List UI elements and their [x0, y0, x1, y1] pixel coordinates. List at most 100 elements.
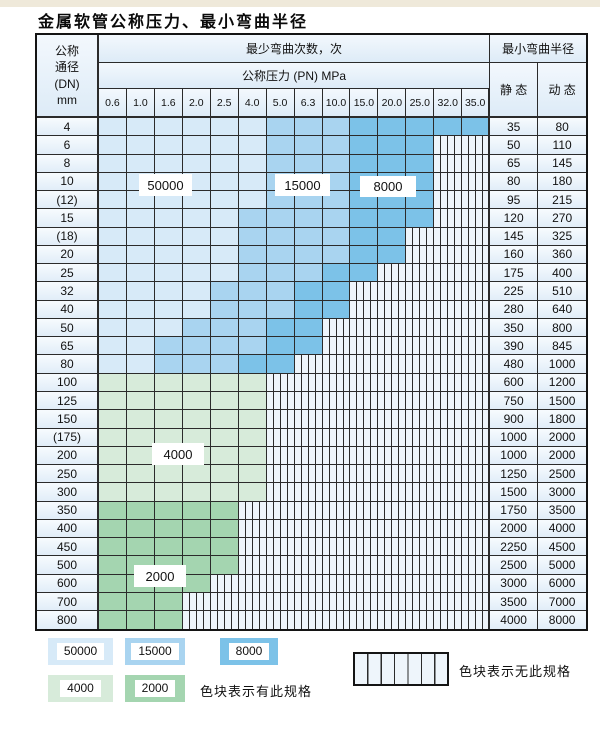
- cell-2000: [126, 519, 155, 539]
- cell-15000: [266, 227, 295, 246]
- cell-no-spec: [210, 611, 239, 630]
- dynamic-radius-value: 1500: [538, 391, 587, 411]
- dynamic-radius-value: 5000: [538, 556, 587, 575]
- cell-50000: [210, 172, 239, 192]
- cell-15000: [182, 337, 211, 356]
- cell-no-spec: [434, 191, 463, 210]
- min-bend-radius-header: 最小弯曲半径: [490, 35, 587, 63]
- cell-15000: [266, 245, 295, 265]
- cell-15000: [322, 209, 351, 228]
- static-radius-value: 600: [490, 373, 539, 392]
- cell-no-spec: [266, 465, 295, 484]
- cell-no-spec: [462, 300, 491, 319]
- cell-50000: [126, 300, 155, 319]
- pressure-column-header: 2.0: [182, 89, 211, 118]
- cell-15000: [238, 318, 267, 338]
- cell-no-spec: [378, 282, 407, 301]
- cell-no-spec: [406, 574, 435, 593]
- cell-no-spec: [378, 410, 407, 429]
- dn-label: 100: [37, 373, 99, 392]
- cell-no-spec: [322, 318, 351, 338]
- pressure-column-header: 5.0: [266, 89, 295, 118]
- dynamic-radius-value: 145: [538, 154, 587, 173]
- cell-no-spec: [322, 483, 351, 502]
- cell-8000: [434, 118, 463, 137]
- cell-50000: [210, 227, 239, 246]
- cell-50000: [182, 209, 211, 228]
- cell-15000: [154, 355, 183, 374]
- cell-4000: [99, 410, 127, 429]
- cell-no-spec: [406, 337, 435, 356]
- cell-50000: [238, 118, 267, 137]
- static-radius-value: 65: [490, 154, 539, 173]
- cell-15000: [266, 136, 295, 155]
- grid-label-15000: 15000: [275, 174, 330, 196]
- cell-no-spec: [462, 538, 491, 557]
- cell-2000: [182, 519, 211, 539]
- pressure-column-header: 4.0: [238, 89, 267, 118]
- cell-no-spec: [462, 611, 491, 630]
- dn-label: 50: [37, 318, 99, 338]
- dn-label: 350: [37, 501, 99, 520]
- cell-15000: [238, 300, 267, 319]
- cell-no-spec: [462, 264, 491, 283]
- dn-label: 500: [37, 556, 99, 575]
- cell-8000: [322, 300, 351, 319]
- cell-50000: [154, 318, 183, 338]
- cell-no-spec: [462, 373, 491, 392]
- dn-label: 800: [37, 611, 99, 630]
- dynamic-radius-value: 1200: [538, 373, 587, 392]
- cell-no-spec: [434, 373, 463, 392]
- cell-15000: [266, 282, 295, 301]
- cell-no-spec: [406, 355, 435, 374]
- pressure-column-header: 1.0: [126, 89, 155, 118]
- cell-no-spec: [350, 556, 379, 575]
- cell-no-spec: [350, 483, 379, 502]
- cell-4000: [99, 483, 127, 502]
- cell-50000: [99, 154, 127, 173]
- cell-no-spec: [406, 446, 435, 466]
- cell-no-spec: [406, 282, 435, 301]
- cell-4000: [154, 465, 183, 484]
- dn-label: 400: [37, 519, 99, 539]
- cell-no-spec: [266, 410, 295, 429]
- cell-no-spec: [406, 428, 435, 447]
- cell-no-spec: [294, 391, 323, 411]
- cell-50000: [99, 245, 127, 265]
- cell-15000: [266, 300, 295, 319]
- cell-15000: [322, 136, 351, 155]
- cell-no-spec: [322, 337, 351, 356]
- cell-8000: [322, 264, 351, 283]
- cell-2000: [154, 519, 183, 539]
- cell-50000: [99, 355, 127, 374]
- dn-label: 65: [37, 337, 99, 356]
- cell-no-spec: [350, 574, 379, 593]
- cell-no-spec: [266, 446, 295, 466]
- cell-no-spec: [378, 611, 407, 630]
- cell-50000: [126, 245, 155, 265]
- cell-no-spec: [434, 556, 463, 575]
- cell-no-spec: [378, 373, 407, 392]
- cell-50000: [238, 191, 267, 210]
- dn-label: 125: [37, 391, 99, 411]
- static-radius-value: 1000: [490, 428, 539, 447]
- cell-no-spec: [350, 519, 379, 539]
- cell-no-spec: [294, 519, 323, 539]
- dn-label: (12): [37, 191, 99, 210]
- cell-50000: [182, 118, 211, 137]
- cell-50000: [126, 136, 155, 155]
- static-radius-value: 2000: [490, 519, 539, 539]
- cell-50000: [99, 172, 127, 192]
- dynamic-radius-value: 80: [538, 118, 587, 137]
- cell-no-spec: [294, 556, 323, 575]
- dn-label: 200: [37, 446, 99, 466]
- cell-no-spec: [322, 355, 351, 374]
- cell-4000: [210, 410, 239, 429]
- static-radius-value: 480: [490, 355, 539, 374]
- pressure-column-header: 15.0: [350, 89, 379, 118]
- cell-no-spec: [378, 318, 407, 338]
- cell-no-spec: [322, 556, 351, 575]
- dynamic-radius-value: 400: [538, 264, 587, 283]
- cell-8000: [266, 318, 295, 338]
- cell-15000: [294, 227, 323, 246]
